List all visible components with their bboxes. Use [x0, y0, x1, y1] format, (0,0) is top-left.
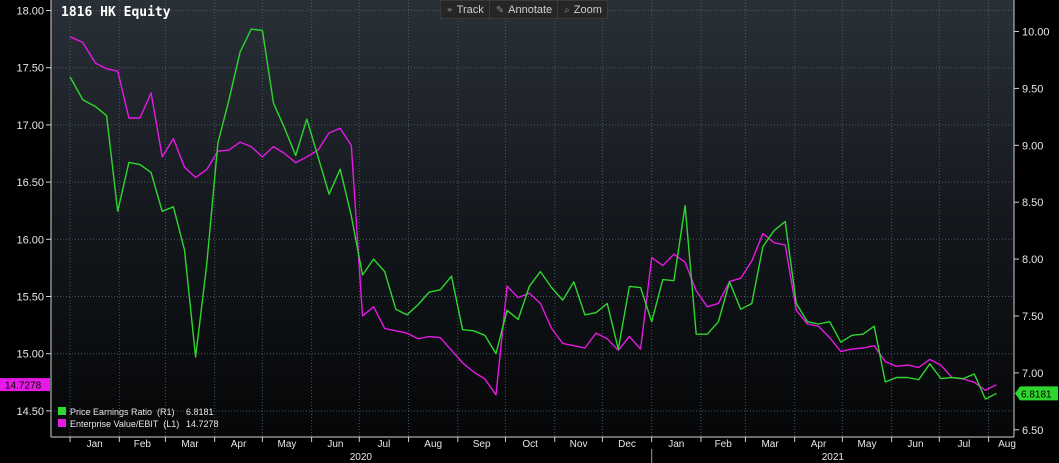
right-axis: 10.00 9.50 9.00 8.50 8.00 7.50 7.00 6.50: [1013, 0, 1050, 437]
legend-label-price-earnings: Price Earnings Ratio (R1): [70, 407, 175, 417]
left-tick-label: 17.00: [16, 120, 44, 132]
crosshair-icon: ⌖: [447, 4, 453, 16]
x-month-label: Apr: [811, 439, 827, 450]
last-value-tag-right: 6.8181: [1015, 386, 1058, 401]
x-month-label: Nov: [570, 439, 588, 450]
x-month-label: Oct: [522, 439, 538, 450]
x-month-label: Mar: [761, 439, 779, 450]
legend-value-price-earnings: 6.8181: [186, 407, 214, 417]
x-year-label: 2020: [350, 452, 373, 463]
plot-background: [51, 0, 1014, 437]
grid-lines: [51, 0, 1014, 437]
x-month-label: Sep: [473, 439, 491, 450]
chart-toolbar: ⌖ Track ✎ Annotate ⌕ Zoom: [440, 0, 608, 19]
x-month-label: Mar: [181, 439, 199, 450]
right-tick-label: 6.50: [1022, 425, 1043, 437]
right-tick-label: 9.00: [1022, 140, 1043, 152]
x-month-label: May: [858, 439, 877, 450]
left-tick-label: 15.00: [16, 349, 44, 361]
x-month-label: Jan: [87, 439, 103, 450]
right-tick-label: 7.00: [1022, 368, 1043, 380]
series-line-enterprise-value-ebit: [69, 36, 997, 396]
last-value-tag-left-box: [0, 378, 50, 392]
zoom-label: Zoom: [573, 4, 602, 16]
x-month-label: Apr: [231, 439, 247, 450]
track-label: Track: [456, 4, 484, 16]
legend-label-ev-ebit: Enterprise Value/EBIT (L1): [70, 419, 179, 429]
x-month-label: Aug: [424, 439, 442, 450]
x-month-label: Jul: [958, 439, 971, 450]
left-axis: 18.00 17.50 17.00 16.50 16.00 15.50 15.00 14.50: [16, 0, 52, 437]
legend-swatch-price-earnings: [58, 407, 66, 415]
legend: Price Earnings Ratio (R1) 6.8181 Enterpr…: [58, 407, 219, 429]
legend-swatch-ev-ebit: [58, 419, 66, 427]
left-tick-label: 14.50: [16, 406, 44, 418]
legend-value-ev-ebit: 14.7278: [186, 419, 219, 429]
left-tick-label: 16.50: [16, 177, 44, 189]
left-tick-label: 16.00: [16, 234, 44, 246]
right-tick-label: 8.00: [1022, 254, 1043, 266]
x-month-label: May: [278, 439, 297, 450]
last-value-tag-right-box: [1015, 386, 1058, 401]
x-month-label: Feb: [134, 439, 152, 450]
x-month-label: Jun: [907, 439, 923, 450]
x-month-label: Jul: [378, 439, 391, 450]
left-tick-label: 15.50: [16, 292, 44, 304]
right-tick-label: 8.50: [1022, 197, 1043, 209]
left-tick-label: 17.50: [16, 63, 44, 75]
right-tick-label: 10.00: [1022, 27, 1050, 39]
annotate-button[interactable]: ✎ Annotate: [490, 1, 559, 18]
x-month-label: Dec: [618, 439, 636, 450]
series-layer: [69, 28, 997, 400]
chart-title: 1816 HK Equity: [61, 5, 171, 20]
x-month-label: Feb: [715, 439, 733, 450]
x-month-label: Jun: [327, 439, 343, 450]
right-tick-label: 7.50: [1022, 311, 1043, 323]
last-value-tag-left-text: 14.7278: [5, 381, 42, 392]
x-year-label: 2021: [822, 452, 845, 463]
last-value-tag-right-text: 6.8181: [1021, 389, 1052, 400]
series-line-price-earnings-ratio: [69, 28, 997, 400]
pencil-icon: ✎: [495, 4, 505, 16]
right-tick-label: 9.50: [1022, 83, 1043, 95]
last-value-tag-left: 14.7278: [0, 378, 50, 392]
annotate-label: Annotate: [508, 4, 553, 16]
left-tick-label: 18.00: [16, 6, 44, 18]
track-button[interactable]: ⌖ Track: [441, 1, 490, 18]
x-month-label: Aug: [998, 439, 1016, 450]
zoom-button[interactable]: ⌕ Zoom: [558, 1, 607, 18]
x-axis: Jan Feb Mar Apr May Jun Jul Aug Sep Oct Nov Dec Jan F…: [51, 436, 1016, 463]
x-month-label: Jan: [668, 439, 684, 450]
magnifier-icon: ⌕: [564, 4, 570, 16]
